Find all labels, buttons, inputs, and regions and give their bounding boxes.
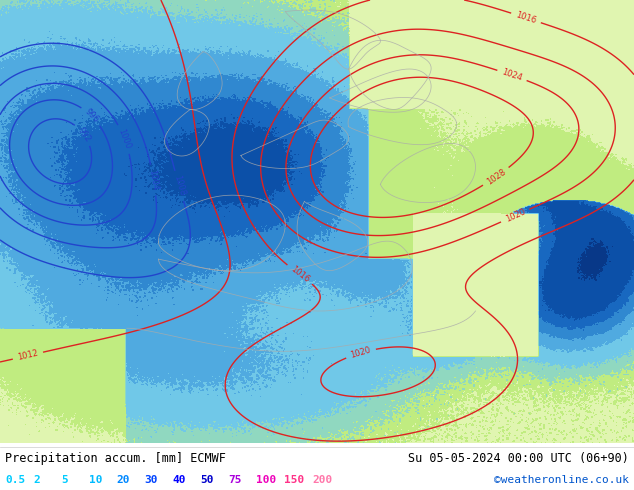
Text: 0.5: 0.5 xyxy=(5,475,25,485)
Text: 100: 100 xyxy=(256,475,276,485)
Text: ©weatheronline.co.uk: ©weatheronline.co.uk xyxy=(494,475,629,485)
Text: 1004: 1004 xyxy=(147,169,160,191)
Text: 150: 150 xyxy=(284,475,304,485)
Text: 30: 30 xyxy=(145,475,158,485)
Text: 1016: 1016 xyxy=(288,265,311,285)
Text: 1024: 1024 xyxy=(501,68,524,83)
Text: 1008: 1008 xyxy=(172,174,186,197)
Text: Precipitation accum. [mm] ECMWF: Precipitation accum. [mm] ECMWF xyxy=(5,452,226,465)
Text: 1028: 1028 xyxy=(485,167,507,186)
Text: 75: 75 xyxy=(228,475,242,485)
Text: 1020: 1020 xyxy=(349,345,372,360)
Text: 2: 2 xyxy=(33,475,40,485)
Text: 1020: 1020 xyxy=(504,207,527,224)
Text: 1012: 1012 xyxy=(16,349,39,363)
Text: 1016: 1016 xyxy=(515,10,538,25)
Text: 10: 10 xyxy=(89,475,102,485)
Text: 1000: 1000 xyxy=(117,128,133,150)
Text: 5: 5 xyxy=(61,475,68,485)
Text: Su 05-05-2024 00:00 UTC (06+90): Su 05-05-2024 00:00 UTC (06+90) xyxy=(408,452,629,465)
Text: 992: 992 xyxy=(75,125,92,144)
Text: 20: 20 xyxy=(117,475,130,485)
Text: 40: 40 xyxy=(172,475,186,485)
Text: 200: 200 xyxy=(312,475,332,485)
Text: 996: 996 xyxy=(82,107,100,125)
Text: 50: 50 xyxy=(200,475,214,485)
